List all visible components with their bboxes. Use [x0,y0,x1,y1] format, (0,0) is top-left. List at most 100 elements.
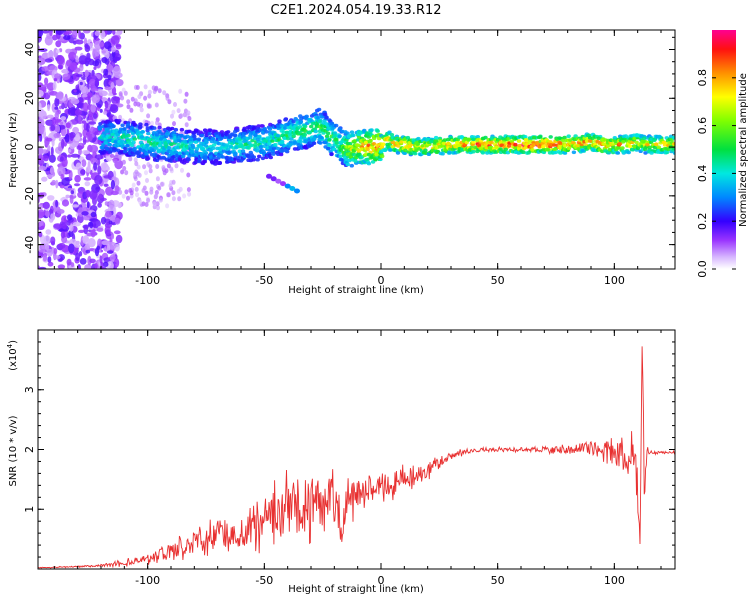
noise-cell [58,242,66,249]
noise-cell [98,193,103,200]
noise-cell [115,79,124,87]
ridge-cell [241,128,247,132]
noise-cell [96,245,100,251]
ridge-cell [251,155,257,159]
noise-cell [60,156,64,162]
snr-series-line [38,346,675,569]
colorbar-tick-label: 0.8 [696,69,709,87]
noise-cell [70,190,75,195]
noise-cell [155,164,160,169]
ridge-cell [108,150,113,154]
noise-cell [67,149,72,153]
noise-cell [171,196,176,202]
ridge-cell [369,128,374,132]
noise-cell [63,31,70,36]
noise-cell [64,133,70,143]
noise-cell [61,199,70,207]
ridge-cell [183,135,188,140]
ridge-cell [253,143,258,147]
ridge-cell [463,137,468,142]
ridge-cell [310,121,316,126]
ridge-cell [471,137,476,142]
ridge-cell [240,149,246,153]
noise-cell [49,31,53,36]
ridge-cell [146,131,151,136]
noise-cell [113,65,121,76]
noise-cell [107,74,112,81]
noise-cell [68,243,75,254]
noise-cell [42,254,48,262]
noise-cell [118,189,123,195]
noise-cell [54,73,62,79]
ridge-cell [202,159,207,164]
noise-cell [46,248,53,257]
ridge-cell [356,149,362,153]
ridge-cell [445,137,451,142]
ridge-cell [267,153,272,157]
ridge-cell [656,145,662,149]
noise-cell [146,103,151,109]
noise-cell [52,81,57,91]
noise-cell [106,261,114,269]
noise-cell [101,50,106,54]
noise-cell [47,144,51,152]
ridge-cell [505,150,511,155]
noise-cell [38,30,44,37]
ridge-cell [325,131,331,136]
noise-cell [83,30,91,34]
noise-cell [115,234,123,244]
ridge-cell [197,159,202,164]
noise-cell [110,35,120,45]
ridge-cell [145,143,150,147]
noise-cell [147,93,152,99]
noise-cell [86,123,90,132]
ridge-cell [144,151,149,156]
noise-cell [70,153,80,158]
noise-cell [172,121,176,127]
ridge-cell [275,133,281,138]
noise-cell [45,229,52,235]
ridge-cell [152,126,157,130]
ridge-cell [387,130,392,135]
noise-cell [84,57,92,63]
ridge-cell [210,146,216,150]
ridge-cell [370,160,376,164]
noise-cell [72,126,79,134]
noise-cell [78,30,82,39]
noise-cell [138,199,143,205]
ridge-cell [337,134,342,139]
noise-cell [78,148,82,155]
noise-cell [90,211,97,218]
noise-cell [112,56,121,61]
noise-cell [111,86,117,96]
noise-cell [58,64,63,70]
ridge-cell [191,145,196,150]
ridge-cell [583,145,588,150]
ridge-cell [233,151,238,156]
noise-cell [61,221,67,230]
noise-cell [38,204,43,210]
colorbar-tick-label: 0.6 [696,117,709,135]
ridge-cell [498,147,503,151]
noise-cell [63,35,71,41]
ridge-cell [131,140,136,145]
ridge-cell [537,135,543,139]
noise-cell [104,86,113,91]
noise-cell [40,149,49,154]
noise-cell [70,262,75,268]
branch-cell [270,176,277,182]
noise-cell [134,161,139,167]
noise-cell [88,78,96,86]
noise-cell [136,164,141,170]
ridge-cell [346,134,352,139]
ridge-cell [661,140,666,145]
noise-cell [99,41,105,48]
noise-cell [77,264,81,269]
noise-cell [39,249,48,253]
ridge-cell [441,141,447,146]
ridge-cell [324,115,329,120]
ridge-cell [199,133,205,138]
ridge-cell [323,140,328,145]
noise-cell [58,258,63,262]
ridge-cell [332,134,338,138]
